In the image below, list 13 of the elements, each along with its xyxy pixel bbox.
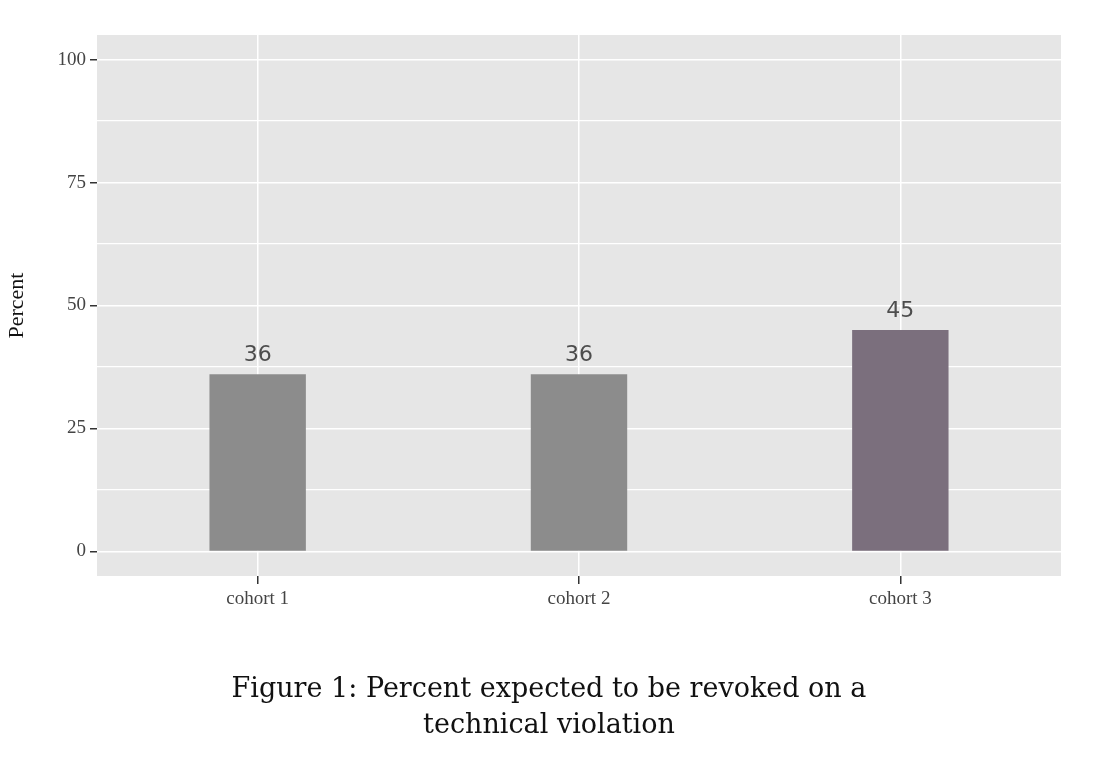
caption: Figure 1: Percent expected to be revoked on a technical violation [230, 671, 868, 741]
x-tick-label: cohort 3 [868, 587, 932, 609]
x-tick-label: cohort 1 [226, 587, 290, 609]
y-axis-title: Percent [2, 272, 28, 339]
y-tick-label: 100 [57, 47, 86, 69]
data-label: 36 [565, 341, 593, 367]
data-label: 45 [886, 296, 915, 322]
x-tick-label: cohort 2 [547, 587, 611, 609]
y-tick-label: 25 [67, 416, 86, 438]
y-tick-label: 75 [67, 170, 86, 192]
data-label: 36 [243, 341, 272, 367]
y-tick-label: 50 [67, 293, 86, 315]
y-tick-label: 0 [76, 539, 86, 561]
